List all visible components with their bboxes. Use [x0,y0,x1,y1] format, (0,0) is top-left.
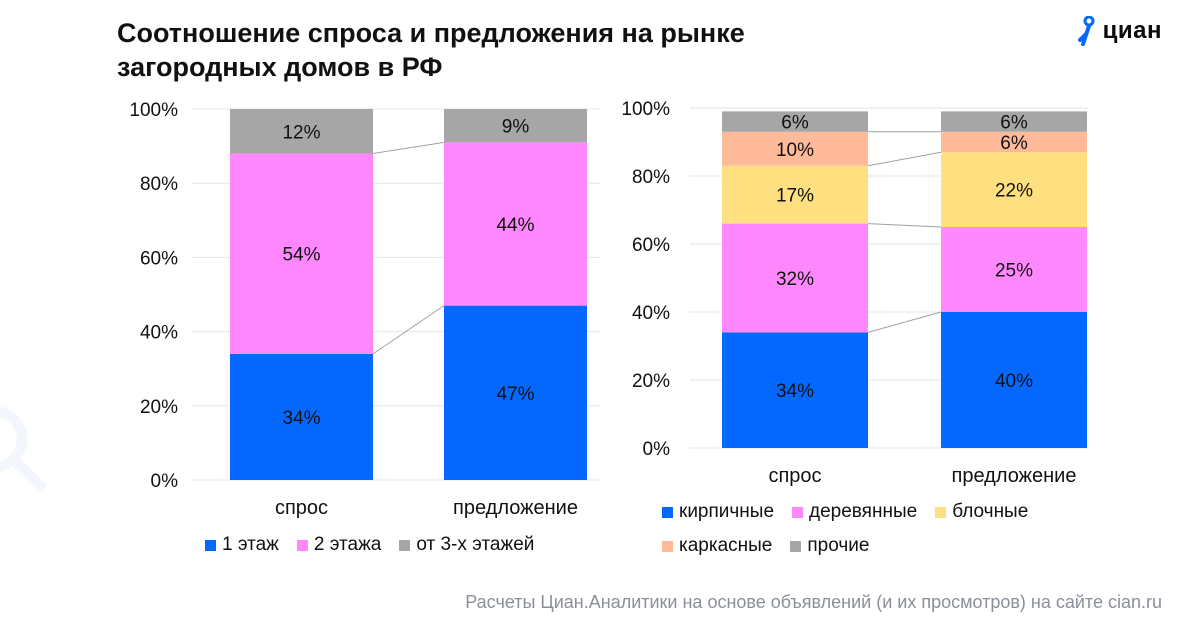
legend-item: каркасные [662,529,772,563]
legend-label: деревянные [809,501,918,522]
bar-segment [722,332,868,448]
legend-item: 2 этажа [296,528,382,562]
data-label: 6% [1000,113,1028,134]
legend-swatch [399,539,411,551]
series-connector [867,223,942,228]
x-category-label: предложение [952,465,1077,487]
data-label: 40% [995,371,1033,392]
data-label: 54% [282,245,320,266]
brand-logo: циан [1077,14,1162,48]
legend-swatch [205,539,216,551]
bar-segment [941,131,1087,153]
series-connector [867,311,942,333]
data-label: 22% [995,181,1033,202]
x-category-label: спрос [275,497,328,519]
data-label: 44% [496,215,534,236]
legend-item: деревянные [792,495,917,529]
y-tick-label: 20% [632,371,670,392]
bar-segment [722,223,868,333]
chart-floors: 0% 20% 40% 60% 80% 100% 34% 54% 12% спрос 47% 44% 9%… [129,100,600,519]
bar-segment [444,142,587,306]
bar-segment [722,111,868,132]
data-label: 17% [776,186,814,207]
series-connector [867,151,942,167]
legend-item: 1 этаж [205,528,279,562]
data-label: 6% [1000,133,1028,154]
y-tick-label: 40% [140,323,178,344]
bar-segment [941,312,1087,448]
bar-segment [722,165,868,224]
legend-item: кирпичные [662,495,774,529]
brand-person-icon [1077,16,1095,46]
y-tick-label: 80% [140,174,178,195]
data-label: 34% [282,408,320,429]
legend-swatch [662,540,673,552]
data-label: 47% [496,384,534,405]
legend-label: от 3-х этажей [416,534,535,555]
data-label: 9% [502,117,530,138]
bar-segment [941,111,1087,132]
legend-label: каркасные [679,535,773,556]
data-label: 25% [995,261,1033,282]
legend-swatch [935,506,947,518]
y-tick-label: 100% [621,99,670,120]
y-tick-label: 20% [140,397,178,418]
y-tick-label: 60% [140,248,178,269]
legend-item: от 3-х этажей [399,528,534,562]
legend-swatch [296,539,308,551]
legend-item: блочные [935,495,1028,529]
legend-swatch [790,540,802,552]
legend-label: 2 этажа [313,534,382,555]
legend-floors: 1 этаж 2 этажа от 3-х этажей [205,528,605,562]
series-connector [372,141,445,155]
y-tick-label: 0% [151,471,179,492]
bar-segment [941,152,1087,227]
y-tick-label: 100% [129,100,178,121]
legend-label: 1 этаж [222,534,279,555]
data-label: 6% [781,113,809,134]
bar-segment [722,131,868,166]
legend-label: блочные [952,501,1029,522]
legend-swatch [792,506,804,518]
chart-materials: 0% 20% 40% 60% 80% 100% 34% 32% 17% 10% 6% спрос 40%… [621,99,1088,487]
data-label: 10% [776,140,814,161]
legend-materials: кирпичные деревянные блочные каркасные прочи… [662,495,1082,563]
x-category-label: спрос [768,465,821,487]
x-category-label: предложение [453,497,578,519]
y-tick-label: 0% [643,439,671,460]
series-connector [372,305,445,355]
bar-segment [444,109,587,143]
legend-label: прочие [807,535,870,556]
y-tick-label: 80% [632,167,670,188]
bar-segment [230,109,373,154]
legend-label: кирпичные [679,501,775,522]
legend-item: прочие [790,529,869,563]
data-label: 32% [776,269,814,290]
page-title: Соотношение спроса и предложения на рынк… [117,18,745,82]
bar-segment [230,353,373,480]
brand-name: циан [1102,17,1162,44]
data-label: 34% [776,381,814,402]
data-label: 12% [282,122,320,143]
bar-segment [941,227,1087,312]
y-tick-label: 60% [632,235,670,256]
legend-swatch [662,506,673,518]
y-tick-label: 40% [632,303,670,324]
bar-segment [230,153,373,354]
source-footnote: Расчеты Циан.Аналитики на основе объявле… [465,592,1162,612]
bar-segment [444,305,587,480]
